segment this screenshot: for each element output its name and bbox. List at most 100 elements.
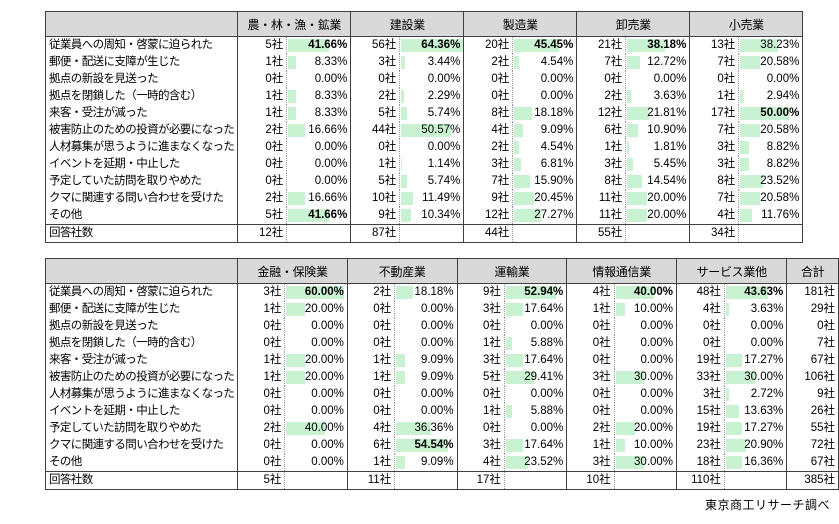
percent-value: 54.54% (414, 439, 454, 451)
table-row: クマに関連する問い合わせを受けた 0社 0.00% 6社 54.54% 3社 17.64% 1… (44, 437, 839, 454)
percent-value: 0.00% (311, 388, 344, 400)
percent-value: 30.00% (634, 371, 674, 383)
row-label: イベントを延期・中止した (44, 403, 239, 420)
empty-percent-cell (394, 471, 458, 490)
percent-value: 0.00% (640, 320, 674, 332)
percent-value: 10.90% (647, 124, 687, 136)
count-cell: 0社 (263, 388, 282, 400)
count-cell: 1社 (263, 371, 282, 383)
count-cell: 1社 (592, 303, 611, 315)
count-cell: 9社 (378, 209, 397, 221)
percent-value: 18.18% (414, 286, 454, 298)
count-cell: 0社 (491, 90, 510, 102)
row-label: その他 (44, 454, 239, 472)
count-cell: 2社 (265, 124, 284, 136)
percent-cell: 0.00% (723, 318, 788, 335)
percent-cell: 5.74% (399, 105, 465, 122)
percent-value: 40.00% (634, 286, 674, 298)
percent-value: 17.27% (744, 354, 784, 366)
count-cell: 20社 (485, 39, 510, 51)
count-cell: 1社 (263, 354, 282, 366)
percent-value: 9.09% (420, 456, 454, 468)
percent-cell: 16.36% (723, 454, 788, 472)
percent-value: 20.90% (744, 439, 784, 451)
column-header: 小売業 (689, 11, 804, 37)
data-bar (514, 124, 524, 137)
percent-value: 2.29% (427, 90, 461, 102)
grand-total-cell: 385社 (786, 471, 839, 490)
percent-cell: 30.00% (613, 454, 678, 472)
data-bar (615, 303, 626, 316)
data-bar (725, 286, 768, 299)
percent-cell: 17.64% (503, 352, 568, 369)
percent-cell: 20.58% (738, 54, 804, 71)
percent-value: 10.34% (421, 209, 461, 221)
data-bar (401, 209, 412, 222)
percent-cell: 0.00% (399, 139, 465, 156)
data-bar (514, 141, 519, 154)
percent-value: 12.72% (647, 56, 687, 68)
percent-value: 17.27% (744, 422, 784, 434)
count-cell: 56社 (372, 39, 397, 51)
column-header: サービス業他 (676, 258, 788, 284)
data-bar (396, 439, 449, 452)
row-label: 人材募集が思うように進まなくなった (44, 139, 239, 156)
count-cell: 5社 (265, 39, 284, 51)
empty-percent-cell (613, 471, 678, 490)
count-cell: 21社 (598, 39, 623, 51)
data-bar (401, 175, 407, 188)
percent-cell: 1.14% (399, 156, 465, 173)
percent-cell: 10.00% (613, 301, 678, 318)
percent-value: 38.23% (760, 39, 800, 51)
percent-cell: 0.00% (613, 386, 678, 403)
row-label: 従業員への周知・啓蒙に迫られた (44, 283, 239, 301)
percent-value: 60.00% (304, 286, 344, 298)
percent-cell: 0.00% (284, 318, 348, 335)
percent-value: 0.00% (311, 337, 344, 349)
percent-cell: 0.00% (512, 88, 578, 105)
count-cell: 4社 (483, 456, 501, 468)
count-cell: 1社 (373, 371, 392, 383)
data-bar (514, 209, 542, 222)
percent-value: 3.63% (750, 303, 784, 315)
count-cell: 0社 (703, 320, 721, 332)
count-cell: 0社 (373, 405, 392, 417)
row-label: イベントを延期・中止した (44, 156, 239, 173)
empty-percent-cell (286, 224, 352, 243)
data-bar (725, 405, 739, 418)
respondent-count-cell: 17社 (457, 471, 505, 490)
respondent-count-cell: 110社 (676, 471, 725, 490)
total-row-label: 回答社数 (44, 224, 239, 243)
data-bar (396, 371, 405, 384)
percent-cell: 3.44% (399, 54, 465, 71)
percent-cell: 36.36% (394, 420, 458, 437)
percent-value: 20.00% (647, 192, 687, 204)
percent-value: 0.00% (750, 337, 784, 349)
percent-cell: 2.94% (738, 88, 804, 105)
data-bar (740, 56, 761, 69)
data-bar (615, 456, 645, 469)
percent-value: 38.18% (647, 39, 687, 51)
percent-value: 0.00% (311, 456, 344, 468)
percent-value: 41.66% (308, 39, 348, 51)
percent-cell: 2.72% (723, 386, 788, 403)
count-cell: 3社 (378, 56, 397, 68)
column-header: 卸売業 (576, 11, 691, 37)
data-bar (627, 107, 649, 120)
percent-value: 9.09% (420, 371, 454, 383)
row-total-cell: 55社 (786, 420, 839, 437)
data-bar (627, 175, 642, 188)
percent-cell: 0.00% (394, 403, 458, 420)
data-bar (505, 371, 534, 384)
percent-value: 9.09% (540, 124, 574, 136)
percent-value: 16.66% (308, 192, 348, 204)
count-cell: 0社 (483, 388, 501, 400)
count-cell: 0社 (703, 337, 721, 349)
count-cell: 0社 (378, 141, 397, 153)
table-row: 拠点を閉鎖した（一時的含む） 1社 8.33% 2社 2.29% 0社 0.00% 2社 3.6… (44, 88, 804, 105)
percent-cell: 20.45% (512, 190, 578, 207)
percent-cell: 17.27% (723, 352, 788, 369)
percent-cell: 38.18% (625, 36, 691, 54)
percent-cell: 0.00% (613, 318, 678, 335)
percent-cell: 20.00% (284, 369, 348, 386)
